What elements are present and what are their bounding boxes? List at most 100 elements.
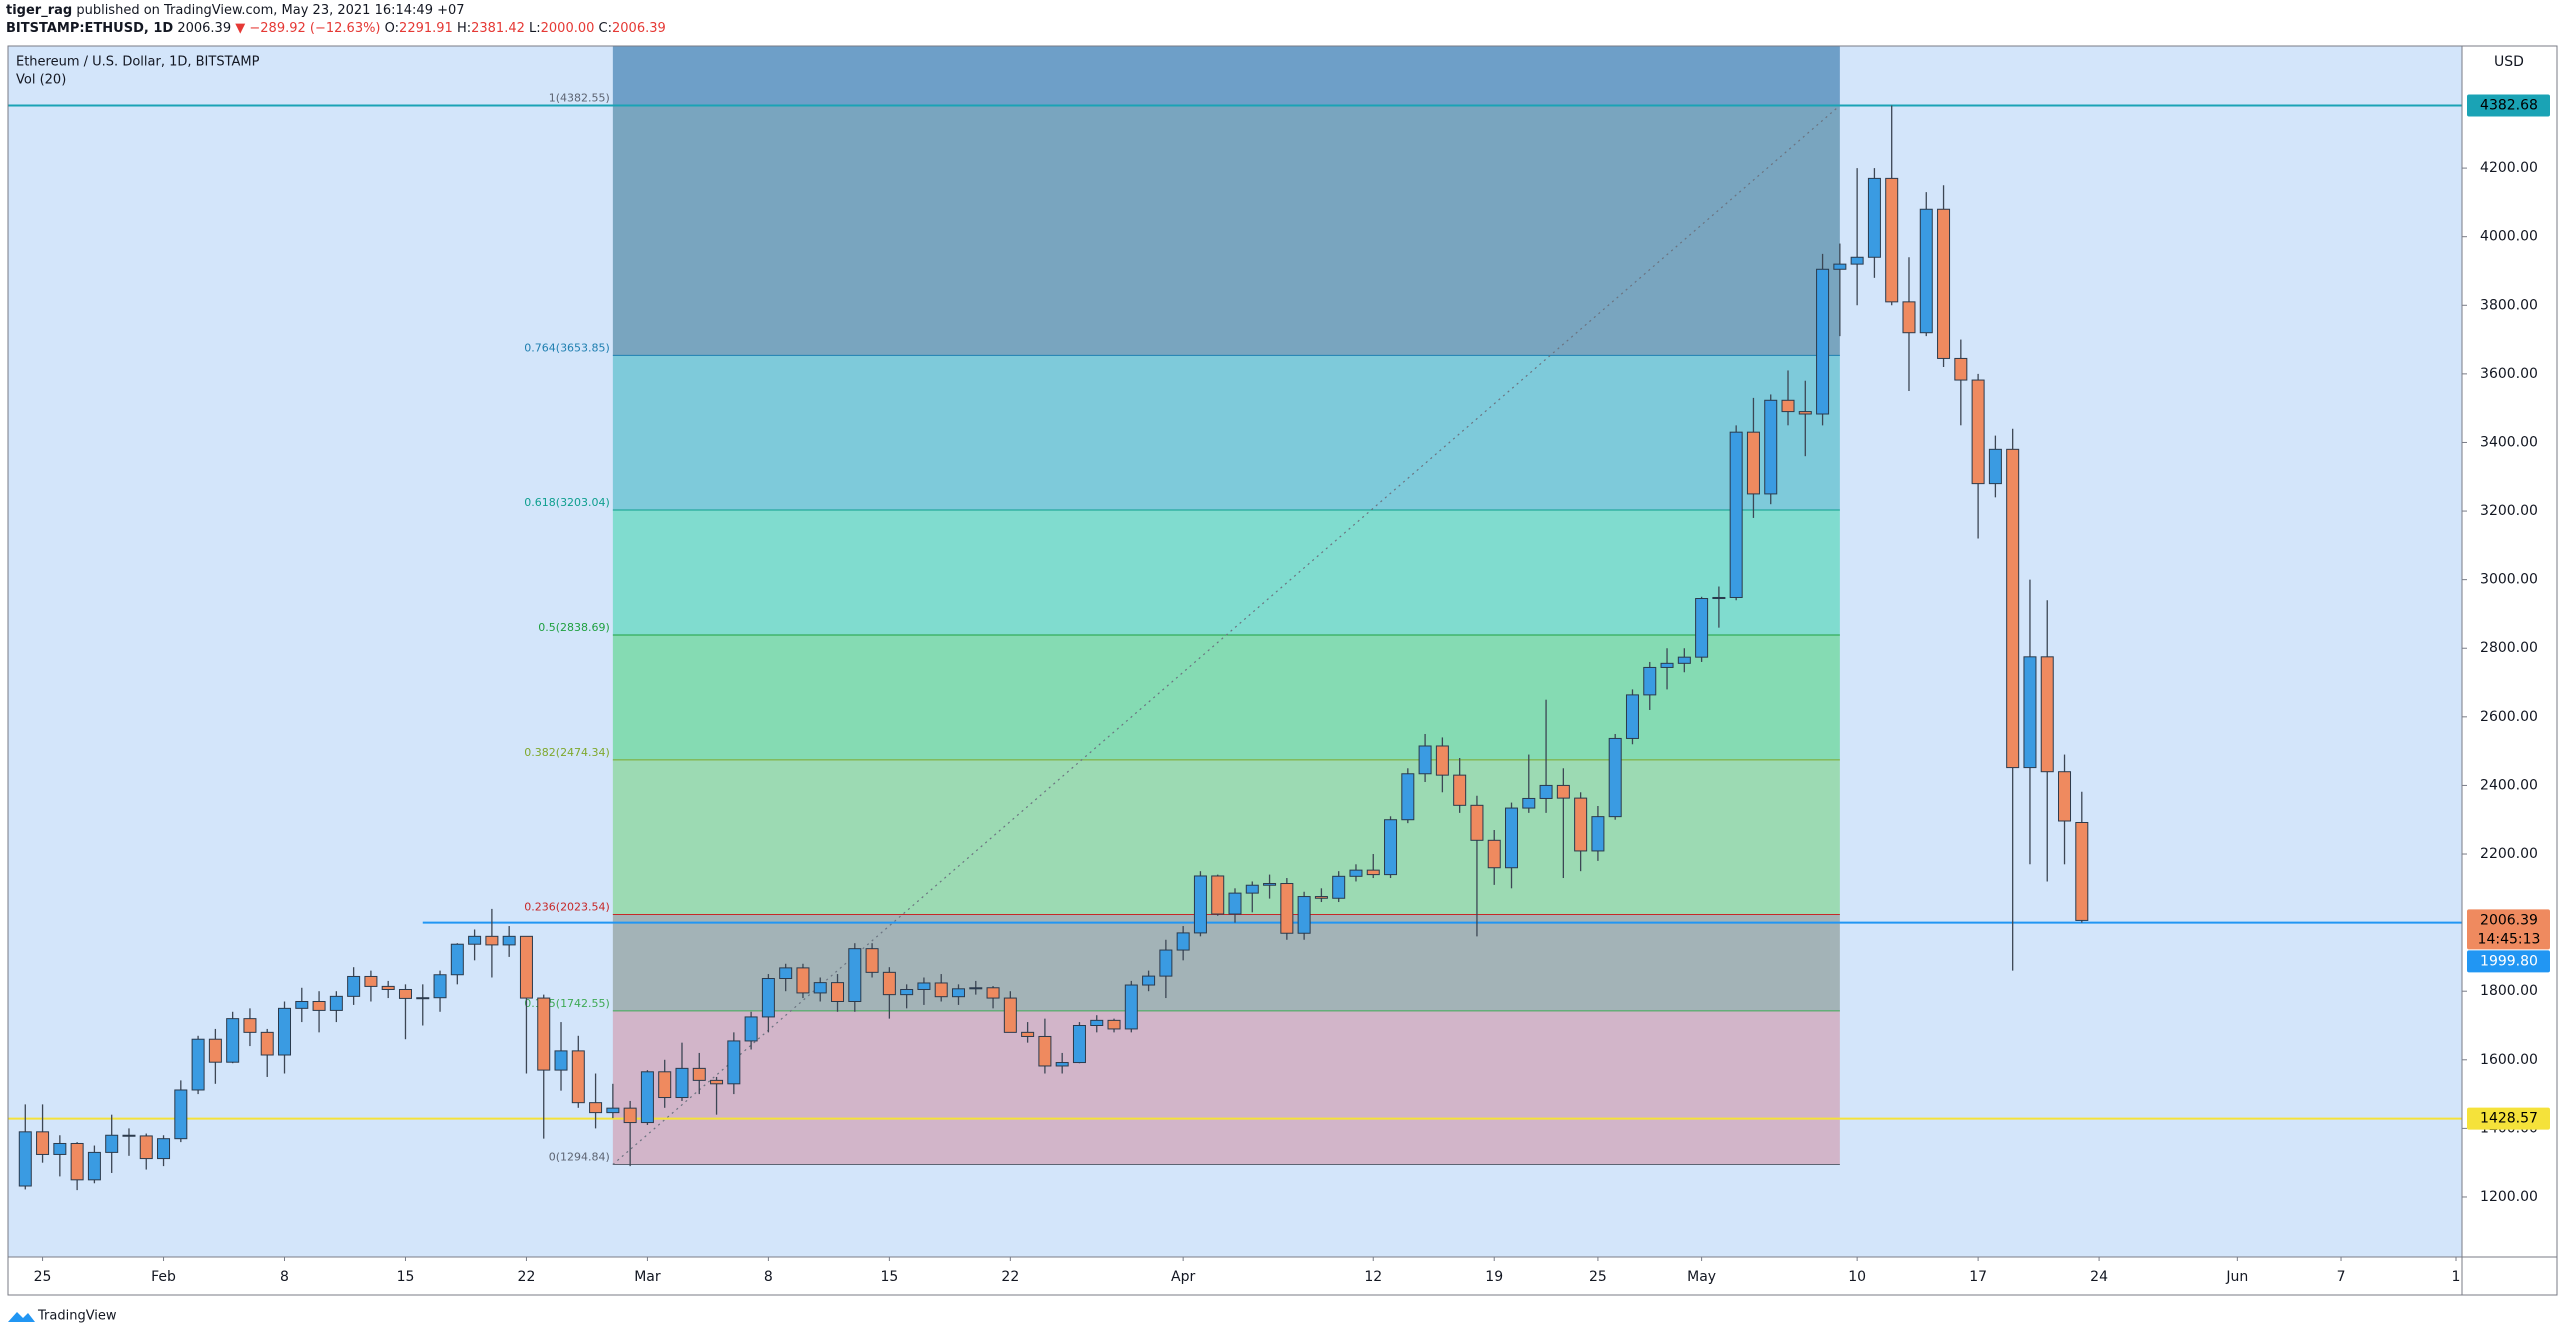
candle-body: [1556, 784, 1570, 799]
x-tick-label: 24: [2090, 1269, 2108, 1285]
ohlc: O:2291.91 H:2381.42 L:2000.00 C:2006.39: [385, 21, 666, 36]
candle-body: [174, 1089, 188, 1140]
candle-body: [329, 995, 343, 1011]
fib-zone: [612, 510, 1840, 635]
candle-body: [951, 988, 965, 998]
chart-border: [7, 45, 2558, 1296]
y-tick-label: 3200.00: [2480, 503, 2538, 519]
candle-body: [1228, 892, 1242, 915]
candle-body: [1988, 448, 2002, 485]
arrow: ▼: [235, 21, 246, 36]
candle-body: [1539, 784, 1553, 799]
x-tick-label: 22: [1001, 1269, 1019, 1285]
fib-level-label: 0.5(2838.69): [538, 621, 610, 634]
candle-body: [1746, 431, 1760, 495]
x-tick-label: 15: [397, 1269, 415, 1285]
candle-body: [260, 1031, 274, 1056]
fib-zone: [612, 634, 1840, 760]
y-tick-label: 2800.00: [2480, 640, 2538, 656]
candle-body: [1245, 884, 1259, 894]
ohlc-label: C:: [598, 21, 613, 36]
candle-body: [900, 988, 914, 996]
candle-body: [744, 1016, 758, 1042]
header-line: BITSTAMP:ETHUSD, 1D 2006.39 ▼ −289.92 (−…: [6, 20, 666, 38]
x-tick-label: 12: [1364, 1269, 1382, 1285]
candle-body: [1591, 816, 1605, 852]
candle-body: [1124, 984, 1138, 1030]
last-price-label: 2006.39: [2480, 912, 2538, 928]
candle-body: [2006, 448, 2020, 769]
candle-body: [1263, 883, 1277, 886]
candle-body: [278, 1007, 292, 1056]
indicator-label: Vol (20): [16, 73, 66, 88]
fib-level-label: 0.382(2474.34): [524, 746, 610, 759]
candle-body: [1643, 666, 1657, 696]
candle-body: [1695, 598, 1709, 658]
fib-zone: [612, 105, 1840, 356]
brand-label: TradingView: [37, 1309, 117, 1324]
candle-body: [1090, 1019, 1104, 1027]
ohlc-value: 2291.91: [399, 21, 453, 36]
candle-body: [934, 982, 948, 998]
candle-body: [1021, 1031, 1035, 1037]
candle-body: [848, 948, 862, 1002]
x-tick-label: 1: [2452, 1269, 2461, 1285]
candle-body: [502, 935, 516, 946]
candle-body: [1677, 656, 1691, 664]
candle-body: [1522, 797, 1536, 809]
candle-body: [243, 1018, 257, 1033]
fib-zone: [612, 914, 1840, 1011]
candle-body: [1038, 1035, 1052, 1067]
candle-body: [1885, 177, 1899, 303]
candle-body: [1349, 869, 1363, 877]
candle-body: [1193, 875, 1207, 934]
candle-body: [917, 982, 931, 990]
candle-body: [623, 1107, 637, 1124]
ohlc-label: L:: [529, 21, 541, 36]
symbol: BITSTAMP:ETHUSD, 1D: [6, 21, 174, 36]
price-tag-label: 4382.68: [2480, 97, 2538, 113]
candle-body: [1142, 975, 1156, 986]
y-tick-label: 3000.00: [2480, 572, 2538, 588]
candle-body: [1314, 896, 1328, 899]
price-tag: [2467, 1107, 2550, 1130]
candle-body: [364, 975, 378, 987]
candle-body: [1505, 807, 1519, 869]
header: tiger_rag published on TradingView.com, …: [6, 2, 666, 38]
author: tiger_rag: [6, 3, 73, 18]
candle-body: [416, 997, 430, 1000]
candle-body: [1211, 875, 1225, 915]
candle-body: [813, 982, 827, 994]
candle-body: [157, 1138, 171, 1160]
candle-body: [1055, 1062, 1069, 1067]
candle-body: [1902, 301, 1916, 334]
candle-body: [1107, 1019, 1121, 1030]
candle-body: [1366, 869, 1380, 876]
candle-body: [640, 1071, 654, 1124]
x-tick-label: Jun: [2225, 1269, 2248, 1285]
candle-body: [1781, 399, 1795, 413]
candle-body: [1487, 839, 1501, 869]
countdown-label: 14:45:13: [2478, 931, 2541, 947]
y-tick-label: 1600.00: [2480, 1052, 2538, 1068]
candle-body: [1176, 932, 1190, 951]
candle-body: [796, 967, 810, 994]
fib-highlight: [612, 46, 1840, 106]
candle-body: [658, 1071, 672, 1099]
candle-body: [1453, 774, 1467, 806]
candle-body: [53, 1142, 67, 1155]
published: published on TradingView.com, May 23, 20…: [76, 3, 465, 18]
candle-body: [1608, 737, 1622, 818]
ohlc-value: 2381.42: [471, 21, 525, 36]
fib-level-label: 1(4382.55): [549, 91, 610, 104]
candle-body: [1384, 819, 1398, 876]
candle-body: [226, 1018, 240, 1063]
chart-title: Ethereum / U.S. Dollar, 1D, BITSTAMP: [16, 55, 260, 70]
candle-body: [1798, 411, 1812, 415]
ohlc-label: H:: [456, 21, 472, 36]
fib-level-label: 0.618(3203.04): [524, 496, 610, 509]
last-price-tag: [2467, 909, 2550, 950]
candle-body: [779, 967, 793, 980]
x-tick-label: 17: [1969, 1269, 1987, 1285]
